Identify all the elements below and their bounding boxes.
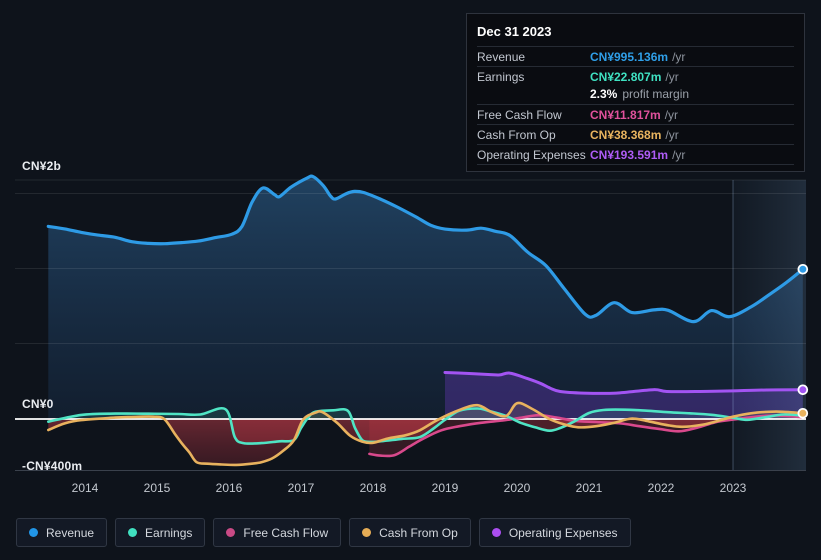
- cash-from-op-negative-area: [48, 419, 723, 465]
- legend-item-earnings[interactable]: Earnings: [115, 518, 206, 547]
- tooltip-row-earnings: Earnings CN¥22.807m/yr 2.3% profit margin: [477, 67, 794, 105]
- tooltip-label: Operating Expenses: [477, 147, 586, 162]
- legend-dot-icon: [362, 528, 372, 537]
- y-axis-label-neg400m: -CN¥400m: [22, 459, 83, 473]
- x-axis-year-label-2023: 2023: [719, 481, 747, 495]
- tooltip-unit: /yr: [665, 69, 679, 84]
- revenue-line: [46, 174, 805, 324]
- free-cash-flow-negative-area: [369, 419, 734, 456]
- earnings-positive-area: [48, 408, 803, 419]
- tooltip: Dec 31 2023 Revenue CN¥995.136m/yr Earning…: [466, 13, 805, 172]
- tooltip-label: Earnings: [477, 69, 525, 84]
- legend-item-free-cash-flow[interactable]: Free Cash Flow: [213, 518, 342, 547]
- legend-item-revenue[interactable]: Revenue: [16, 518, 108, 547]
- profit-margin-text: profit margin: [622, 86, 690, 101]
- tooltip-label: Revenue: [477, 49, 526, 64]
- tooltip-date: Dec 31 2023: [477, 19, 794, 47]
- legend-label: Revenue: [46, 525, 95, 540]
- tooltip-unit: /yr: [672, 49, 686, 64]
- tooltip-value: CN¥193.591m: [590, 147, 669, 162]
- tooltip-value: CN¥11.817m: [590, 107, 661, 122]
- tooltip-value: CN¥22.807m: [590, 69, 662, 84]
- earnings-line: [47, 407, 805, 445]
- x-axis-year-label-2017: 2017: [287, 481, 315, 495]
- legend-dot-icon: [226, 528, 236, 537]
- tooltip-row-revenue: Revenue CN¥995.136m/yr: [477, 47, 794, 67]
- x-axis-year-label-2018: 2018: [359, 481, 387, 495]
- tooltip-value: CN¥38.368m: [590, 127, 662, 142]
- tooltip-row-operating-expenses: Operating Expenses CN¥193.591m/yr: [477, 145, 794, 165]
- legend-item-operating-expenses[interactable]: Operating Expenses: [478, 518, 631, 547]
- operating-expenses-line: [443, 371, 805, 395]
- tooltip-row-free-cash-flow: Free Cash Flow CN¥11.817m/yr: [477, 105, 794, 125]
- tooltip-unit: /yr: [672, 147, 686, 162]
- legend-label: Operating Expenses: [508, 525, 618, 540]
- legend-label: Cash From Op: [379, 525, 458, 540]
- tooltip-value: CN¥995.136m: [590, 49, 669, 64]
- x-axis-year-label-2020: 2020: [503, 481, 531, 495]
- x-axis-year-label-2015: 2015: [143, 481, 171, 495]
- x-axis-year-label-2022: 2022: [647, 481, 675, 495]
- legend-dot-icon: [29, 528, 38, 537]
- revenue-area: [48, 176, 803, 419]
- legend-item-cash-from-op[interactable]: Cash From Op: [349, 518, 471, 547]
- tooltip-profit-margin: 2.3% profit margin: [477, 84, 794, 102]
- legend-label: Free Cash Flow: [243, 525, 329, 540]
- x-axis-year-label-2019: 2019: [431, 481, 459, 495]
- cash-from-op-end-dot[interactable]: [797, 407, 809, 419]
- operating-expenses-end-dot[interactable]: [797, 384, 809, 396]
- tooltip-unit: /yr: [665, 127, 679, 142]
- legend-dot-icon: [491, 528, 501, 537]
- cash-from-op-line: [47, 401, 805, 467]
- revenue-end-dot[interactable]: [797, 263, 809, 275]
- tooltip-row-cash-from-op: Cash From Op CN¥38.368m/yr: [477, 125, 794, 145]
- tooltip-unit: /yr: [664, 107, 679, 122]
- legend-label: Earnings: [145, 525, 193, 540]
- y-axis-label-zero: CN¥0: [22, 397, 54, 411]
- x-axis-year-label-2016: 2016: [215, 481, 243, 495]
- profit-margin-value: 2.3%: [590, 86, 618, 101]
- tooltip-label: Free Cash Flow: [477, 107, 562, 122]
- legend-dot-icon: [128, 528, 138, 537]
- x-axis-year-label-2014: 2014: [71, 481, 99, 495]
- current-period-highlight-band: [733, 180, 806, 470]
- x-axis-year-label-2021: 2021: [575, 481, 603, 495]
- y-axis-label-2b: CN¥2b: [22, 159, 62, 173]
- legend: Revenue Earnings Free Cash Flow Cash From O…: [16, 518, 631, 547]
- tooltip-label: Cash From Op: [477, 127, 556, 142]
- operating-expenses-area: [445, 372, 803, 419]
